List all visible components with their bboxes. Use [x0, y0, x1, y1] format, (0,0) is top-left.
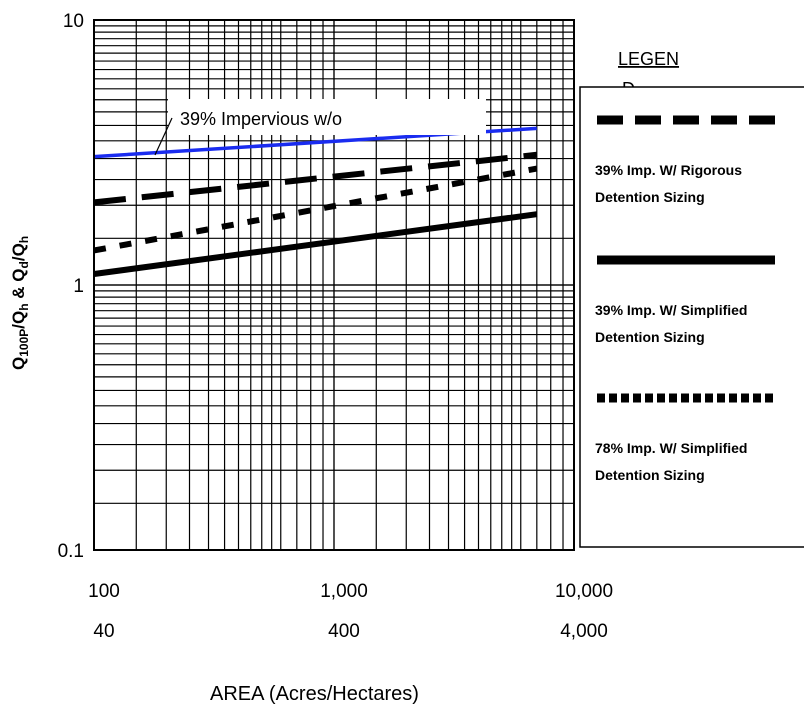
legend-label-simplified39: 39% Imp. W/ Simplified	[595, 302, 747, 318]
legend-label-simplified78: Detention Sizing	[595, 467, 705, 483]
series-lines	[93, 126, 538, 278]
x-tick-sublabel: 40	[93, 621, 114, 642]
legend-title: LEGEN	[618, 49, 679, 69]
y-axis-title-part: & Q	[9, 268, 28, 303]
plot-frame	[93, 19, 575, 551]
annotation-group: 39% Impervious w/o	[154, 99, 486, 156]
x-axis-title: AREA (Acres/Hectares)	[210, 683, 419, 705]
annotation-text: 39% Impervious w/o	[180, 109, 342, 129]
tick-labels: 100 40 1,000 400 10,000 4,000 10 1 0.1	[58, 11, 613, 642]
series-line-simplified78	[93, 165, 538, 254]
x-tick-label: 1,000	[320, 581, 368, 602]
x-tick-label: 10,000	[555, 581, 613, 602]
y-axis-title-part: /Q	[9, 311, 28, 329]
y-tick-label: 1	[73, 276, 84, 297]
y-axis-title-part: Q	[9, 357, 28, 370]
x-tick-sublabel: 400	[328, 621, 360, 642]
y-axis-title-part: h	[17, 303, 31, 310]
series-line-simplified39	[93, 211, 538, 278]
y-axis-title: Q100P/Qh & Qd/Qh	[9, 236, 31, 370]
y-tick-label: 0.1	[58, 541, 84, 562]
y-axis-title-part: h	[17, 236, 31, 243]
y-tick-label: 10	[63, 11, 84, 32]
legend-label-simplified39: Detention Sizing	[595, 329, 705, 345]
y-axis-title-part: /Q	[9, 243, 28, 261]
series-line-rigorous	[93, 151, 538, 206]
annotation-leader	[154, 117, 173, 156]
legend-label-rigorous: Detention Sizing	[595, 189, 705, 205]
legend-box	[579, 86, 804, 548]
y-axis-title-part: d	[17, 261, 31, 268]
y-axis-title-part: 100P	[17, 329, 31, 357]
legend-label-rigorous: 39% Imp. W/ Rigorous	[595, 162, 742, 178]
annotation-box	[168, 99, 486, 135]
x-tick-sublabel: 4,000	[560, 621, 608, 642]
legend-label-simplified78: 78% Imp. W/ Simplified	[595, 440, 747, 456]
axes	[93, 19, 575, 551]
x-tick-label: 100	[88, 581, 120, 602]
legend-entries: 39% Imp. W/ Rigorous Detention Sizing 39% …	[595, 115, 775, 483]
